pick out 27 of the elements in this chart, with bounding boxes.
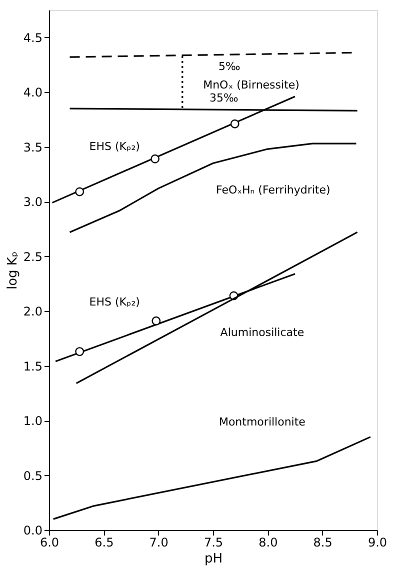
y-tick-label: 4.5 (23, 30, 42, 45)
x-tick-label: 6.0 (40, 536, 60, 550)
annotation: 5‰ (218, 60, 241, 73)
x-tick-label: 8.0 (258, 536, 278, 550)
annotation: Montmorillonite (218, 416, 306, 429)
annotation: EHS (Kₚ₂) (89, 295, 140, 308)
x-axis-title: pH (204, 552, 223, 566)
annotation: FeOₓHₙ (Ferrihydrite) (216, 184, 330, 197)
y-axis-title: log Kₚ (5, 251, 20, 290)
y-tick-label: 0.5 (23, 468, 42, 483)
annotation: Aluminosilicate (220, 326, 304, 339)
y-tick-label: 1.5 (23, 359, 42, 374)
y-tick-label: 0.0 (23, 524, 42, 538)
x-tick-label: 6.5 (94, 536, 114, 550)
annotation: MnOₓ (Birnessite) (203, 78, 300, 92)
x-tick-label: 7.0 (149, 536, 168, 550)
y-tick-label: 2.0 (23, 304, 42, 319)
y-tick-label: 4.0 (23, 86, 42, 100)
annotation: 35‰ (210, 92, 239, 105)
x-tick-label: 9.0 (368, 536, 388, 550)
annotation: EHS (Kₚ₂) (89, 140, 140, 153)
x-tick-label: 8.5 (313, 536, 332, 550)
x-tick-label: 7.5 (204, 536, 224, 550)
y-tick-label: 3.5 (23, 140, 42, 154)
y-tick-label: 3.0 (23, 195, 42, 210)
y-tick-label: 1.0 (23, 414, 42, 428)
y-tick-label: 2.5 (23, 250, 42, 264)
